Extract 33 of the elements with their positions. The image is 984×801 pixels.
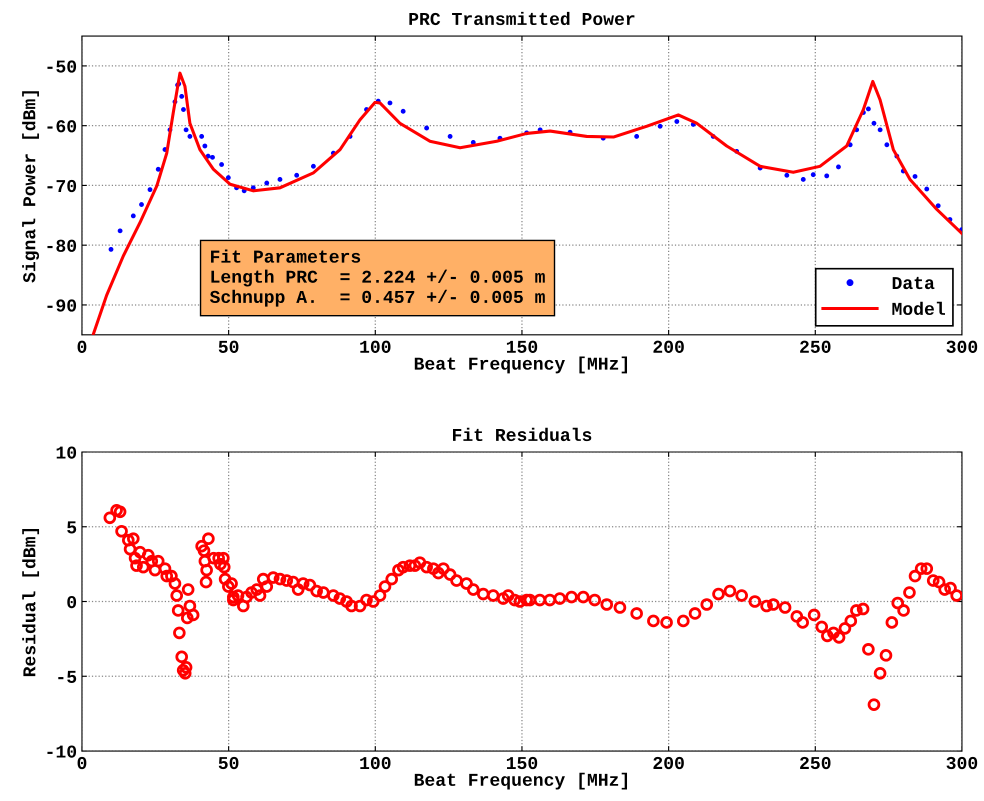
x-tick-label: 150 (506, 756, 538, 770)
x-tick-label: 0 (78, 756, 86, 770)
x-tick-label: 250 (800, 756, 831, 770)
x-axis-title: Beat Frequency [MHz] (414, 772, 628, 790)
y-tick-label: 5 (67, 521, 76, 534)
x-tick-label: 300 (946, 756, 978, 770)
x-tick-label: 0 (78, 340, 86, 353)
y-axis-title: Signal Power [dBm] (22, 91, 40, 283)
y-tick-label: -10 (47, 745, 76, 758)
x-tick-label: 250 (800, 340, 831, 353)
x-tick-label: 100 (360, 756, 391, 770)
annotation: Fit Parameters Length PRC = 2.224 +/- 0.005 m Schnupp A. = 0.457 +/- 0.005 m (210, 249, 545, 307)
y-tick-label: -5 (58, 670, 76, 683)
legend-label: Data (892, 276, 934, 290)
y-tick-label: -90 (47, 299, 76, 312)
chart-title: PRC Transmitted Power (409, 12, 634, 26)
y-tick-label: -70 (47, 180, 76, 192)
legend-label: Model (892, 302, 945, 315)
x-tick-label: 150 (506, 340, 538, 353)
y-axis-title: Residual [dBm] (22, 528, 40, 676)
y-tick-label: 0 (67, 596, 76, 608)
x-tick-label: 200 (653, 756, 684, 770)
y-tick-label: -60 (47, 120, 76, 132)
x-tick-label: 100 (360, 340, 391, 353)
x-tick-label: 50 (218, 756, 238, 770)
y-tick-label: -50 (47, 60, 76, 73)
x-axis-title: Beat Frequency [MHz] (414, 356, 628, 374)
chart-title: Fit Residuals (453, 428, 592, 442)
y-tick-label: -80 (47, 240, 76, 252)
y-tick-label: 10 (56, 446, 76, 459)
x-tick-label: 300 (946, 340, 978, 353)
x-tick-label: 200 (653, 340, 684, 353)
x-tick-label: 50 (218, 340, 238, 353)
